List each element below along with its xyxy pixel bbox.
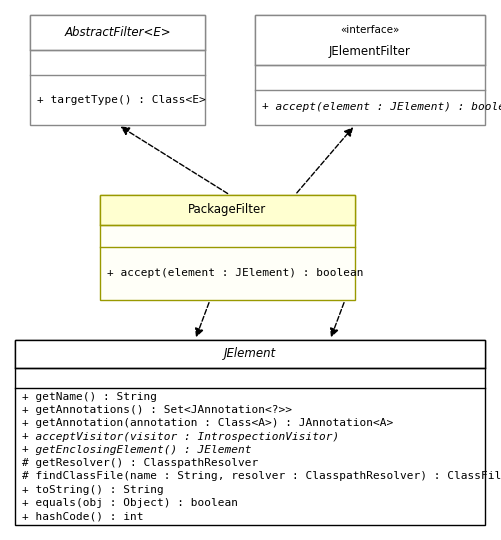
Bar	[255, 15, 485, 125]
Text: + hashCode() : int: + hashCode() : int	[22, 511, 143, 521]
Text: + acceptVisitor(visitor : IntrospectionVisitor): + acceptVisitor(visitor : IntrospectionV…	[22, 431, 339, 442]
Text: + equals(obj : Object) : boolean: + equals(obj : Object) : boolean	[22, 498, 238, 508]
Bar	[30, 15, 205, 125]
Text: + getEnclosingElement() : JElement: + getEnclosingElement() : JElement	[22, 445, 252, 455]
Text: # findClassFile(name : String, resolver : ClasspathResolver) : ClassFile: # findClassFile(name : String, resolver …	[22, 471, 501, 482]
Text: PackageFilter: PackageFilter	[188, 204, 267, 217]
Text: + getAnnotations() : Set<JAnnotation<?>>: + getAnnotations() : Set<JAnnotation<?>>	[22, 405, 292, 415]
Bar	[255, 15, 485, 65]
Bar	[15, 340, 485, 368]
Text: # getResolver() : ClasspathResolver: # getResolver() : ClasspathResolver	[22, 458, 258, 468]
Bar	[30, 15, 205, 50]
Text: JElement: JElement	[224, 348, 276, 361]
Text: + getName() : String: + getName() : String	[22, 392, 157, 402]
Bar	[100, 195, 355, 225]
Text: + toString() : String: + toString() : String	[22, 485, 164, 495]
Text: + getAnnotation(annotation : Class<A>) : JAnnotation<A>: + getAnnotation(annotation : Class<A>) :…	[22, 418, 393, 428]
Text: «interface»: «interface»	[340, 25, 400, 35]
Bar	[100, 195, 355, 300]
Text: + accept(element : JElement) : boolean: + accept(element : JElement) : boolean	[262, 103, 501, 112]
Text: JElementFilter: JElementFilter	[329, 44, 411, 57]
Text: AbstractFilter<E>: AbstractFilter<E>	[64, 26, 171, 39]
Text: + targetType() : Class<E>: + targetType() : Class<E>	[37, 95, 206, 105]
Bar	[15, 340, 485, 525]
Text: + accept(element : JElement) : boolean: + accept(element : JElement) : boolean	[107, 268, 364, 279]
